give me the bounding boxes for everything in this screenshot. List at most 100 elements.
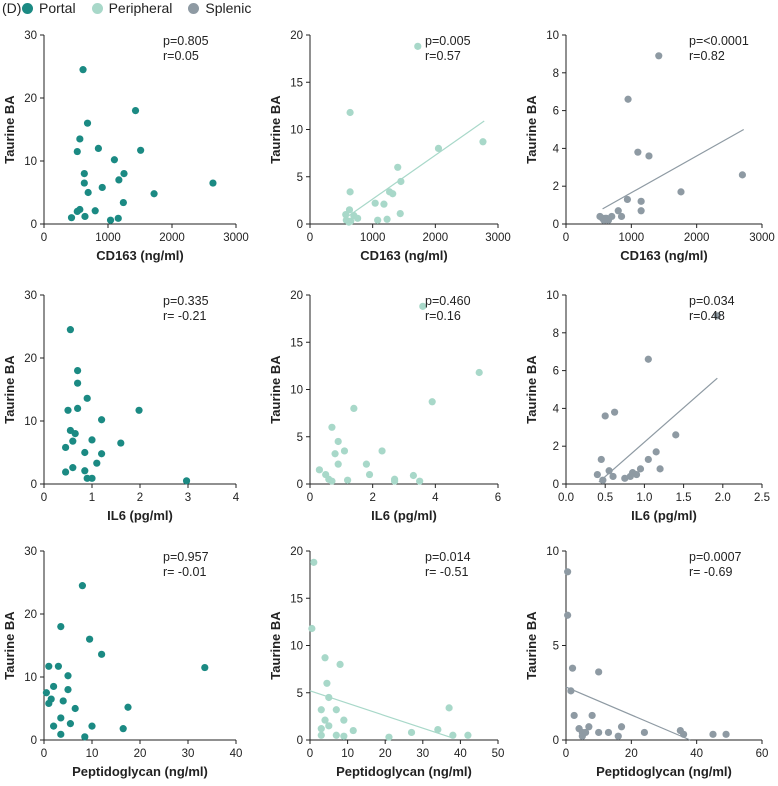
data-point [644, 355, 652, 363]
data-point [385, 733, 393, 741]
r-value-label: r=0.05 [163, 49, 199, 63]
data-point [310, 558, 318, 566]
data-point [645, 152, 653, 160]
scatter-panel-3: 0 2 4 6 8 10 0 1000 2000 3000 CD163 (ng/ml) Taurine… [524, 30, 775, 263]
x-tick-label: 40 [230, 748, 243, 760]
p-value-label: p=0.034 [689, 294, 735, 308]
x-tick-label: 2 [137, 492, 143, 504]
p-value-label: p=0.460 [425, 294, 471, 308]
r-value-label: r=0.16 [425, 309, 461, 323]
x-tick-label: 2.5 [754, 492, 770, 504]
y-tick-label: 5 [553, 641, 559, 653]
y-tick-label: 10 [546, 290, 559, 302]
data-point [57, 623, 65, 631]
p-value-label: p=0.0007 [689, 550, 742, 564]
data-point [599, 476, 607, 484]
data-point [640, 728, 649, 737]
x-tick-label: 1 [89, 492, 95, 504]
legend-label-splenic: Splenic [205, 0, 252, 16]
data-point [315, 466, 323, 474]
y-tick-label: 20 [24, 353, 37, 365]
data-point [344, 476, 352, 484]
y-tick-label: 10 [546, 546, 559, 558]
data-point [115, 176, 123, 184]
x-tick-label: 2000 [684, 232, 710, 244]
x-tick-label: 30 [182, 748, 195, 760]
data-point [110, 156, 118, 164]
y-tick-label: 6 [553, 366, 559, 378]
data-point [67, 214, 76, 222]
y-tick-label: 10 [24, 672, 37, 684]
y-tick-label: 15 [290, 77, 303, 89]
data-point [50, 682, 58, 691]
p-value-label: p=0.014 [425, 550, 471, 564]
data-point [74, 379, 82, 387]
data-point [656, 465, 664, 473]
scatter-panel-1: 0 10 20 30 0 1000 2000 3000 CD163 (ng/ml) Taurine… [2, 30, 249, 263]
data-point [45, 662, 53, 670]
data-point [383, 215, 391, 223]
data-point [135, 406, 143, 414]
data-point [479, 138, 487, 146]
scatter-panel-9: 0 5 10 0 20 40 60 Peptidoglycan (ng/ml) Taurine … [524, 546, 768, 779]
x-tick-label: 20 [379, 748, 392, 760]
y-tick-label: 15 [290, 593, 303, 605]
data-point [124, 703, 132, 711]
x-tick-label: 4 [233, 492, 240, 504]
x-tick-label: 0 [563, 748, 569, 760]
y-tick-label: 10 [290, 125, 303, 137]
x-tick-label: 3000 [223, 232, 249, 244]
x-tick-label: 3000 [485, 232, 511, 244]
data-point [59, 697, 67, 705]
data-point [570, 711, 578, 720]
data-point [84, 188, 92, 197]
data-point [568, 664, 577, 672]
data-point [655, 52, 663, 60]
data-point [71, 704, 79, 713]
data-point [62, 443, 70, 452]
data-point [434, 144, 443, 152]
data-point [66, 326, 74, 334]
x-tick-label: 1000 [619, 232, 645, 244]
y-tick-label: 5 [297, 172, 303, 184]
data-point [42, 689, 51, 697]
y-tick-label: 10 [290, 385, 303, 397]
x-tick-label: 10 [86, 748, 99, 760]
data-point [69, 437, 77, 445]
data-point [323, 679, 331, 687]
data-point [74, 404, 82, 412]
data-point [80, 170, 88, 178]
r-value-label: r=0.48 [689, 309, 725, 323]
data-point [636, 465, 645, 473]
y-tick-label: 20 [24, 609, 37, 621]
data-point [713, 312, 721, 320]
y-tick-label: 10 [546, 30, 559, 42]
x-axis-title: Peptidoglycan (ng/ml) [596, 764, 732, 779]
x-axis-title: CD163 (ng/ml) [96, 248, 183, 263]
data-point [80, 179, 88, 187]
y-tick-label: 2 [553, 441, 559, 453]
x-tick-label: 1.0 [636, 492, 652, 504]
data-point [81, 212, 89, 221]
y-axis-title: Taurine BA [524, 611, 539, 680]
data-point [564, 611, 572, 619]
data-point [374, 216, 382, 224]
data-point [350, 404, 358, 412]
y-tick-label: 30 [24, 546, 37, 558]
y-axis-title: Taurine BA [268, 611, 283, 680]
x-tick-label: 1.5 [676, 492, 692, 504]
x-tick-label: 3000 [749, 232, 775, 244]
data-point [119, 725, 127, 733]
data-point [45, 699, 53, 708]
data-point [342, 210, 350, 219]
data-point [83, 394, 91, 402]
data-point [371, 199, 379, 207]
x-tick-label: 20 [134, 748, 147, 760]
data-point [595, 728, 603, 737]
y-axis-title: Taurine BA [2, 611, 17, 680]
x-tick-label: 20 [625, 748, 638, 760]
data-point [120, 170, 128, 178]
data-point [394, 163, 402, 171]
legend-item-portal: Portal [22, 0, 76, 16]
data-point [632, 470, 641, 479]
